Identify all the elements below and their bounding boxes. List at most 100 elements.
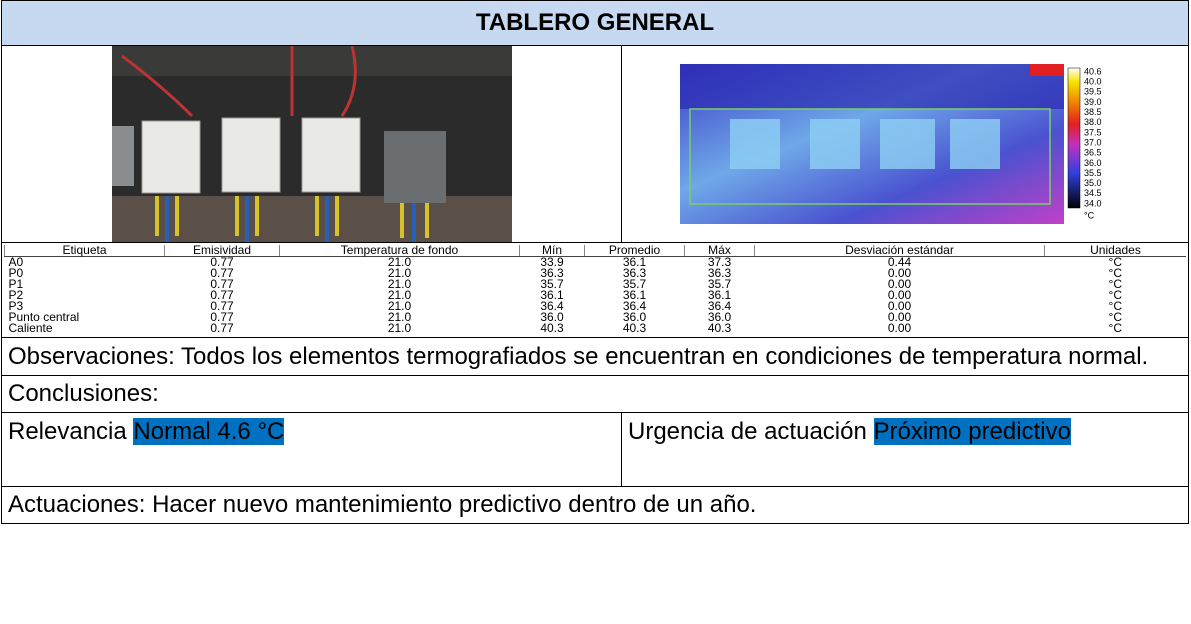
measurement-cell: 0.77 <box>210 310 234 324</box>
urgency-label: Urgencia de actuación <box>628 418 867 445</box>
measurement-cell: °C <box>1108 310 1122 324</box>
measurement-cell: 0.77 <box>210 266 234 280</box>
scale-label: 34.0 <box>1084 198 1102 208</box>
measurement-cell: 36.3 <box>540 266 564 280</box>
measurement-cell: 36.0 <box>707 310 732 324</box>
relevance-cell: Relevancia Normal 4.6 °C <box>1 412 622 487</box>
relevance-label: Relevancia <box>8 418 127 445</box>
measurement-row: A0 0.77 21.0 33.9 36.1 37.3 0.44 °C <box>5 255 1187 269</box>
scale-label: 39.5 <box>1084 87 1102 97</box>
measurement-cell: 36.4 <box>707 299 732 313</box>
scale-label: 35.0 <box>1084 178 1102 188</box>
measurement-row: P0 0.77 21.0 36.3 36.3 36.3 0.00 °C <box>5 266 1187 280</box>
measurement-cell: 35.7 <box>540 277 564 291</box>
measurement-cell: °C <box>1108 321 1122 335</box>
measurement-cell: 40.3 <box>540 321 564 335</box>
measurement-cell: °C <box>1108 288 1122 302</box>
measurement-cell: A0 <box>8 255 24 269</box>
scale-label: 36.0 <box>1084 158 1102 168</box>
measurement-cell: 0.00 <box>887 310 912 324</box>
measurement-cell: 0.44 <box>887 255 912 269</box>
measurement-cell: 36.3 <box>707 266 732 280</box>
measurement-row: P2 0.77 21.0 36.1 36.1 36.1 0.00 °C <box>5 288 1187 302</box>
measurement-cell: 36.1 <box>622 288 647 302</box>
photo-cell <box>1 45 622 243</box>
measurement-cell: °C <box>1108 299 1122 313</box>
thermal-image: 40.640.039.539.038.538.037.537.036.536.0… <box>680 64 1102 224</box>
measurement-cell: Caliente <box>8 321 53 335</box>
measurement-cell: 21.0 <box>387 321 412 335</box>
column-header: Etiqueta <box>4 244 165 257</box>
measurement-cell: 0.77 <box>210 299 234 313</box>
measurement-cell: 21.0 <box>387 255 412 269</box>
measurement-cell: 35.7 <box>622 277 647 291</box>
column-header: Mín <box>519 244 585 257</box>
scale-label: 35.5 <box>1084 168 1102 178</box>
measurement-cell: 0.77 <box>210 321 234 335</box>
column-header: Desviación estándar <box>754 244 1045 257</box>
measurement-cell: 40.3 <box>707 321 732 335</box>
measurement-cell: 36.1 <box>622 255 647 269</box>
column-header: Temperatura de fondo <box>279 244 520 257</box>
measurement-cell: Etiqueta Emisividad Temperatura de fondo Mí… <box>1 242 1189 338</box>
measurement-cell: 36.1 <box>707 288 732 302</box>
measurement-cell: P0 <box>8 266 24 280</box>
measurement-cell: 21.0 <box>387 266 412 280</box>
measurement-cell: 0.77 <box>210 277 234 291</box>
relevance-value: Normal 4.6 °C <box>133 418 285 445</box>
measurement-cell: 40.3 <box>622 321 647 335</box>
scale-label: 40.0 <box>1084 77 1102 87</box>
measurement-cell: 37.3 <box>707 255 732 269</box>
report-table: TABLERO GENERAL 40.6 40.0 39.5 39.0 38.5 38.0… <box>1 0 1189 524</box>
title: TABLERO GENERAL <box>1 0 1189 46</box>
photo <box>111 46 512 242</box>
measurement-cell: 36.4 <box>622 299 647 313</box>
measurement-cell: °C <box>1108 277 1122 291</box>
measurement-cell: 21.0 <box>387 299 412 313</box>
measurement-row: P3 0.77 21.0 36.4 36.4 36.4 0.00 °C <box>5 299 1187 313</box>
measurement-cell: 21.0 <box>387 288 412 302</box>
measurement-row: Caliente 0.77 21.0 40.3 40.3 40.3 0.00 °C <box>5 321 1187 335</box>
measurement-cell: 36.1 <box>540 288 564 302</box>
column-header: Promedio <box>584 244 685 257</box>
urgency-value: Próximo predictivo <box>873 418 1071 445</box>
scale-unit: °C <box>1084 210 1095 220</box>
measurement-cell: 0.77 <box>210 288 234 302</box>
measurement-cell: 0.00 <box>887 288 912 302</box>
conclusions: Conclusiones: <box>1 375 1189 413</box>
measurement-cell: 0.77 <box>210 255 234 269</box>
scale-label: 37.0 <box>1084 137 1102 147</box>
measurement-cell: P1 <box>8 277 24 291</box>
measurement-row: Punto central 0.77 21.0 36.0 36.0 36.0 0.00 °C <box>5 310 1187 324</box>
column-header: Máx <box>684 244 755 257</box>
measurement-cell: 36.0 <box>622 310 647 324</box>
scale-label: 38.0 <box>1084 117 1102 127</box>
measurement-cell: P2 <box>8 288 24 302</box>
measurement-cell: 0.00 <box>887 299 912 313</box>
measurement-cell: P3 <box>8 299 24 313</box>
measurement-cell: 36.4 <box>540 299 564 313</box>
measurement-table: Etiqueta Emisividad Temperatura de fondo Mí… <box>4 244 1187 335</box>
measurement-cell: 0.00 <box>887 321 912 335</box>
scale-label: 40.6 <box>1084 66 1102 76</box>
measurement-cell: °C <box>1108 255 1122 269</box>
measurement-cell: 36.0 <box>540 310 564 324</box>
scale-label: 37.5 <box>1084 127 1102 137</box>
measurement-cell: Punto central <box>8 310 80 324</box>
column-header: Unidades <box>1044 244 1186 257</box>
scale-label: 34.5 <box>1084 188 1102 198</box>
thermal-cell: 40.6 40.0 39.5 39.0 38.5 38.0 37.5 37.0 36.5 36.0… <box>621 45 1189 243</box>
measurement-cell: 0.00 <box>887 266 912 280</box>
urgency-cell: Urgencia de actuación Próximo predictivo <box>621 412 1189 487</box>
measurement-cell: °C <box>1108 266 1122 280</box>
actions: Actuaciones: Hacer nuevo mantenimiento p… <box>1 486 1189 524</box>
column-header: Emisividad <box>164 244 280 257</box>
measurement-cell: 0.00 <box>887 277 912 291</box>
scale-label: 38.5 <box>1084 107 1102 117</box>
measurement-cell: 21.0 <box>387 310 412 324</box>
measurement-cell: 21.0 <box>387 277 412 291</box>
scale-label: 39.0 <box>1084 97 1102 107</box>
measurement-row: P1 0.77 21.0 35.7 35.7 35.7 0.00 °C <box>5 277 1187 291</box>
scale-label: 36.5 <box>1084 148 1102 158</box>
